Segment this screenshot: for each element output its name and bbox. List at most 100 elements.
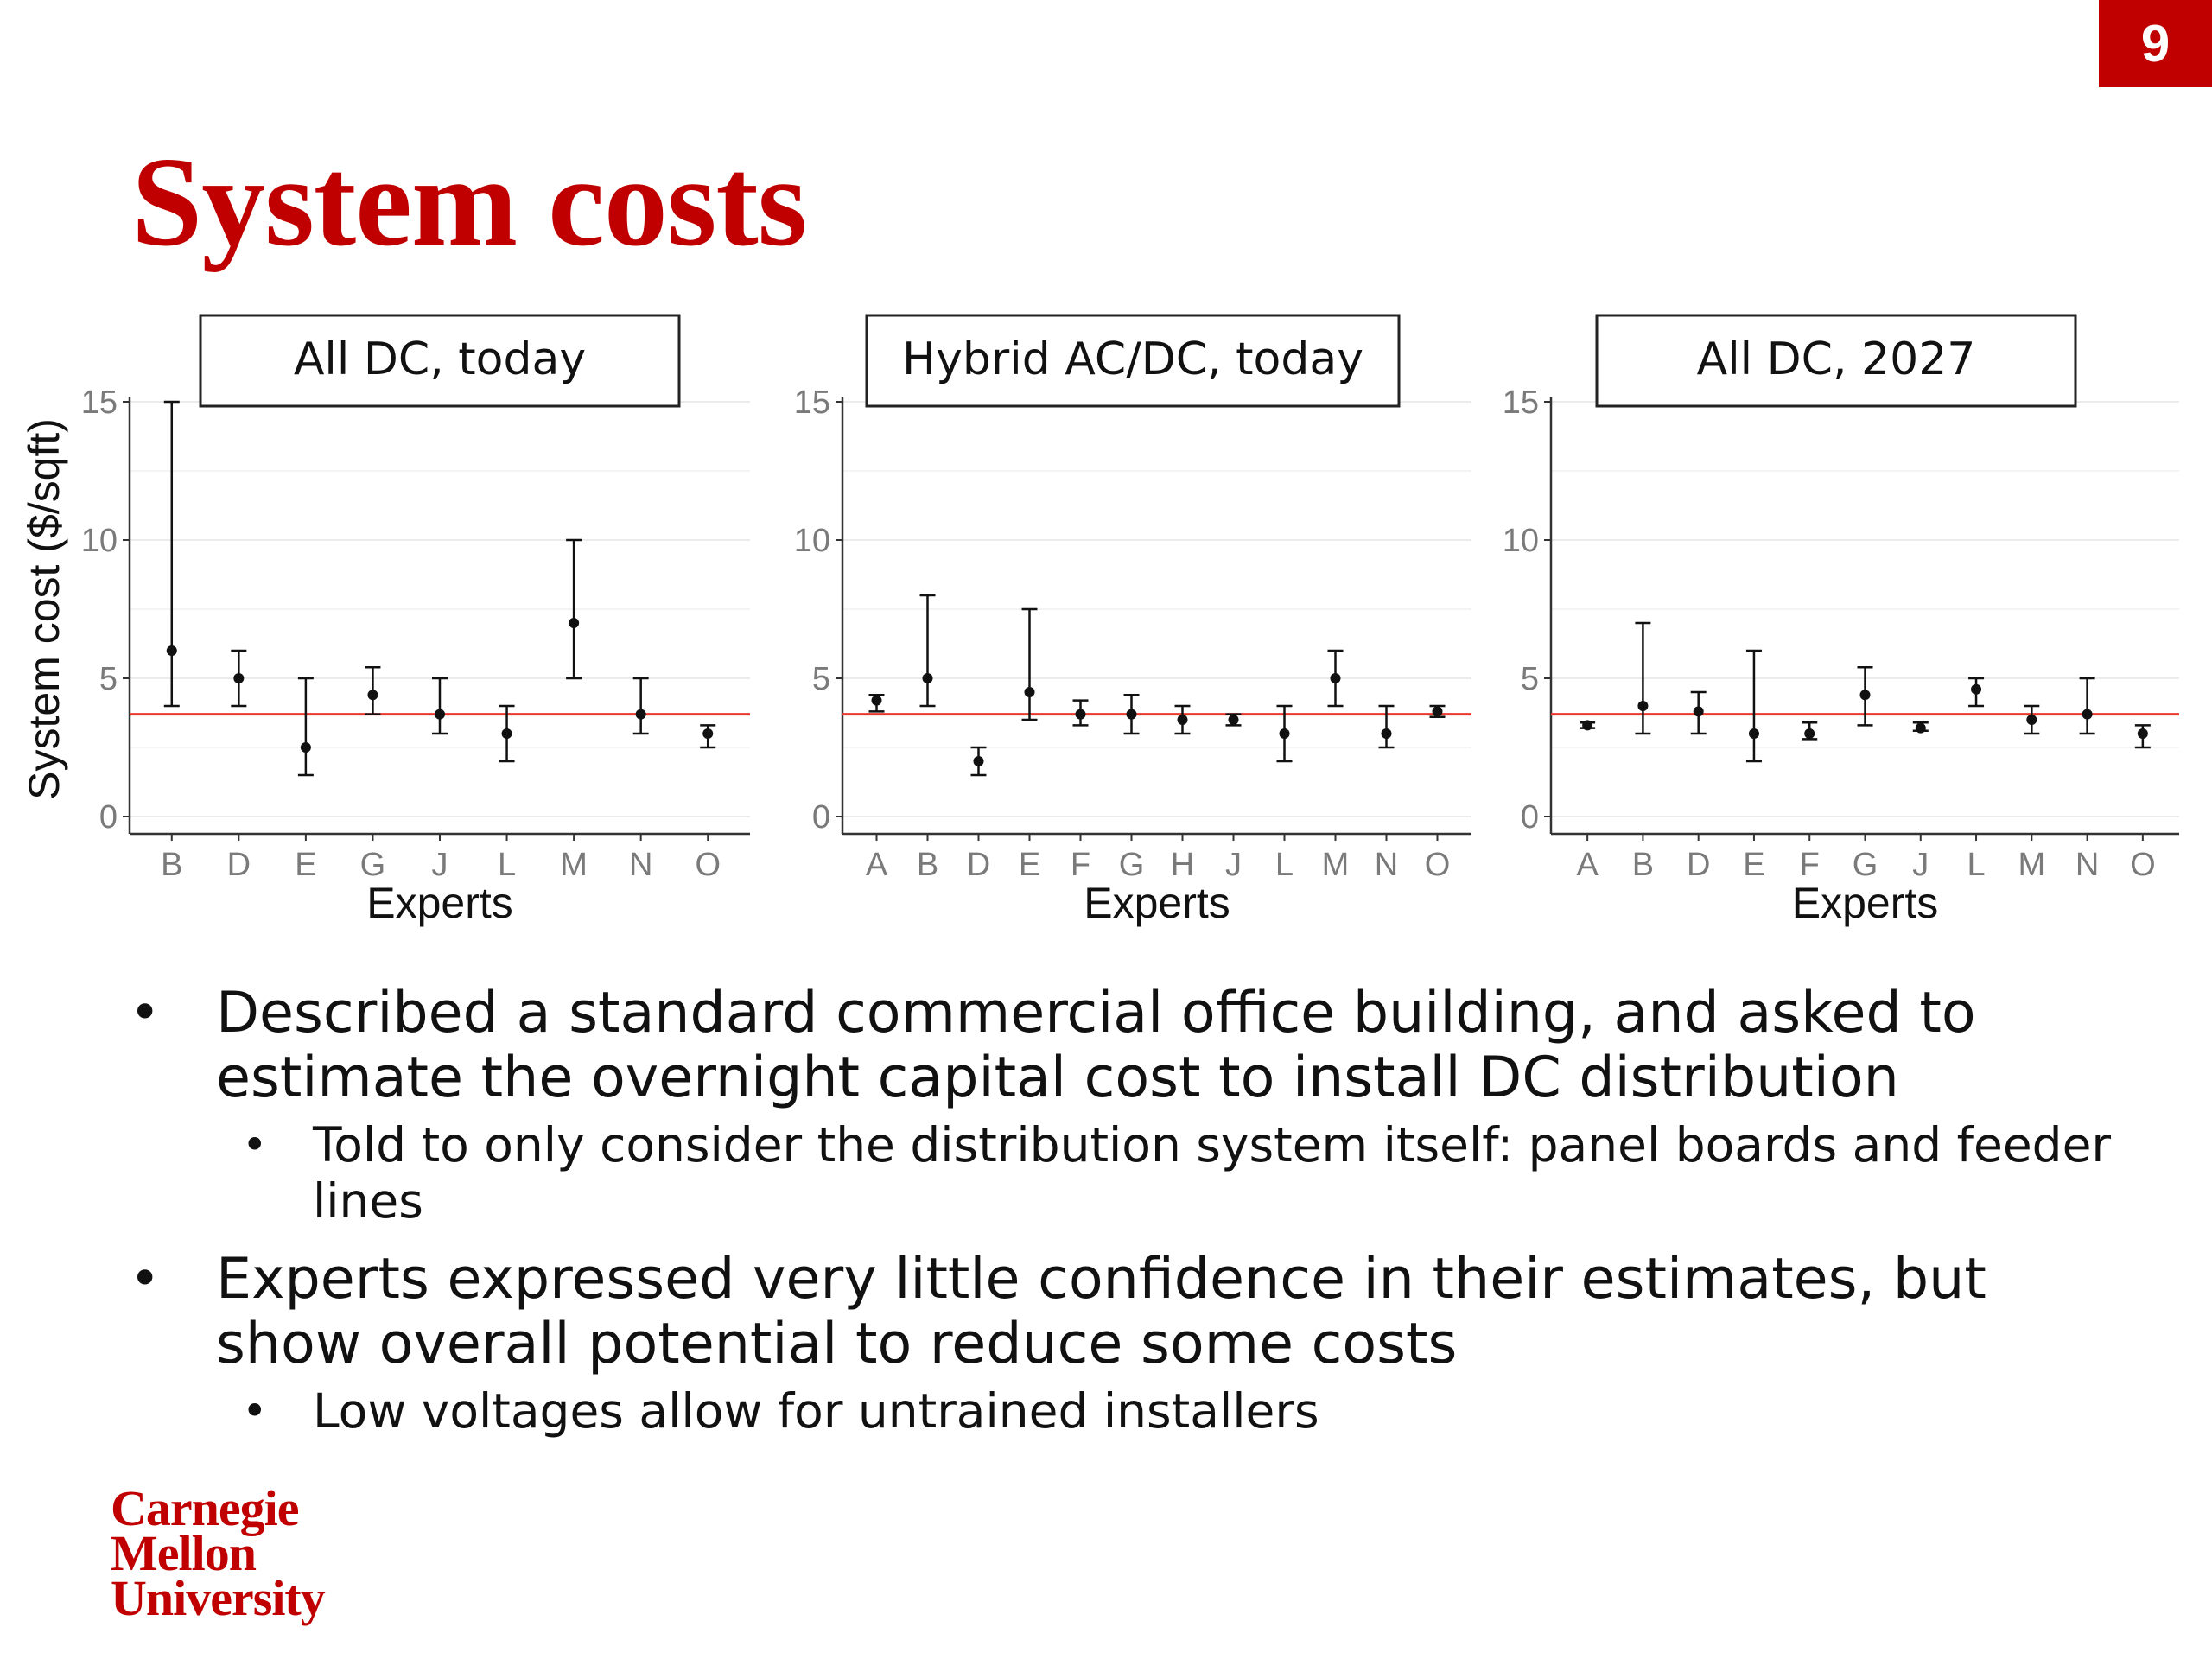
y-tick-label: 10 bbox=[1503, 523, 1539, 559]
y-tick-label: 15 bbox=[1503, 385, 1539, 421]
y-tick-label: 5 bbox=[99, 661, 118, 697]
bullet-item: Described a standard commercial office b… bbox=[130, 981, 2143, 1110]
x-tick-label: B bbox=[1632, 847, 1654, 883]
y-tick-label: 0 bbox=[812, 799, 830, 836]
y-tick-label: 10 bbox=[794, 523, 830, 559]
y-tick-label: 10 bbox=[81, 523, 118, 559]
x-tick-label: G bbox=[360, 847, 386, 883]
x-tick-label: M bbox=[1322, 847, 1350, 883]
x-tick-label: N bbox=[2075, 847, 2099, 883]
cmu-logo: Carnegie Mellon University bbox=[111, 1480, 326, 1626]
x-axis-label: Experts bbox=[366, 879, 513, 927]
x-tick-label: D bbox=[967, 847, 990, 883]
x-tick-label: N bbox=[1375, 847, 1398, 883]
y-axis-label: System cost ($/sqft) bbox=[20, 418, 68, 800]
x-axis-label: Experts bbox=[1792, 879, 1939, 927]
x-tick-label: O bbox=[1425, 847, 1451, 883]
data-point bbox=[1804, 728, 1815, 739]
y-tick-label: 15 bbox=[794, 385, 830, 421]
page-number: 9 bbox=[2140, 15, 2171, 73]
facet-title: All DC, today bbox=[294, 334, 586, 385]
y-tick-label: 0 bbox=[1521, 799, 1539, 836]
error-bar bbox=[163, 400, 180, 708]
data-point bbox=[871, 695, 882, 706]
facet-title-box bbox=[199, 314, 681, 408]
data-point bbox=[2026, 715, 2037, 725]
chart-panel: 0 5 10 15 A B D E F G H J L M N O Hybrid AC/DC, today Exp… bbox=[794, 314, 1471, 927]
data-point bbox=[1330, 673, 1341, 683]
sub-bullet-item: Told to only consider the distribution s… bbox=[130, 1117, 2143, 1230]
x-tick-label: L bbox=[1967, 847, 1985, 883]
x-axis-label: Experts bbox=[1084, 879, 1230, 927]
x-tick-label: B bbox=[917, 847, 938, 883]
error-bar bbox=[1021, 607, 1038, 721]
data-point bbox=[702, 728, 714, 739]
x-tick-label: J bbox=[1225, 847, 1242, 883]
logo-line: Mellon bbox=[111, 1525, 257, 1581]
x-tick-label: D bbox=[1687, 847, 1710, 883]
chart-panel: 0 5 10 15 B D E G J L M N O All DC, today Experts Syste… bbox=[20, 314, 750, 927]
x-tick-label: E bbox=[1019, 847, 1040, 883]
data-point bbox=[1075, 709, 1086, 720]
data-point bbox=[973, 756, 984, 766]
facet-title: Hybrid AC/DC, today bbox=[902, 334, 1363, 385]
data-point bbox=[2137, 728, 2148, 739]
error-bar bbox=[632, 677, 649, 735]
x-tick-label: L bbox=[498, 847, 516, 883]
facet-title-box bbox=[1595, 314, 2077, 408]
data-point bbox=[1637, 701, 1649, 711]
y-tick-label: 5 bbox=[812, 661, 830, 697]
sub-bullet-item: Low voltages allow for untrained install… bbox=[130, 1383, 2143, 1440]
data-point bbox=[1971, 683, 1982, 695]
error-bar bbox=[1378, 704, 1395, 749]
data-point bbox=[435, 709, 445, 720]
x-tick-label: J bbox=[1912, 847, 1929, 883]
data-point bbox=[1693, 706, 1704, 717]
x-tick-label: A bbox=[1576, 847, 1599, 883]
data-point bbox=[635, 709, 646, 720]
data-point bbox=[1432, 706, 1443, 717]
data-point bbox=[1126, 709, 1137, 720]
facet-title-box bbox=[865, 314, 1401, 408]
x-tick-label: E bbox=[1743, 847, 1764, 883]
data-point bbox=[300, 742, 311, 753]
x-tick-label: F bbox=[1071, 847, 1090, 883]
bullet-list: Described a standard commercial office b… bbox=[130, 981, 2143, 1457]
data-point bbox=[1859, 690, 1871, 701]
page-number-badge: 9 bbox=[2099, 0, 2212, 87]
error-bar bbox=[1745, 649, 1762, 763]
error-bar bbox=[566, 538, 582, 680]
error-bar bbox=[919, 594, 936, 708]
data-point bbox=[367, 690, 378, 701]
data-point bbox=[569, 618, 580, 628]
x-tick-label: J bbox=[432, 847, 448, 883]
x-tick-label: D bbox=[227, 847, 251, 883]
chart-panel: 0 5 10 15 A B D E F G J L M N O All DC, 2027 Experts bbox=[1503, 314, 2179, 927]
facet-title: All DC, 2027 bbox=[1697, 334, 1976, 385]
data-point bbox=[1177, 715, 1188, 725]
bullet-item: Experts expressed very little confidence… bbox=[130, 1247, 2143, 1376]
x-tick-label: H bbox=[1171, 847, 1194, 883]
logo-line: University bbox=[111, 1570, 326, 1626]
x-tick-label: O bbox=[695, 847, 721, 883]
x-tick-label: L bbox=[1275, 847, 1294, 883]
data-point bbox=[233, 673, 245, 683]
x-tick-label: E bbox=[295, 847, 316, 883]
slide-title: System costs bbox=[131, 131, 807, 273]
x-tick-label: F bbox=[1800, 847, 1820, 883]
data-point bbox=[166, 645, 177, 656]
y-tick-label: 5 bbox=[1521, 661, 1539, 697]
error-bar bbox=[432, 677, 448, 735]
x-tick-label: A bbox=[866, 847, 888, 883]
x-tick-label: G bbox=[1853, 847, 1878, 883]
x-tick-label: M bbox=[2018, 847, 2045, 883]
x-tick-label: B bbox=[161, 847, 182, 883]
x-tick-label: O bbox=[2130, 847, 2156, 883]
logo-line: Carnegie bbox=[111, 1480, 299, 1536]
data-point bbox=[1024, 687, 1035, 697]
data-point bbox=[1582, 720, 1593, 731]
x-tick-label: G bbox=[1119, 847, 1145, 883]
x-tick-label: M bbox=[560, 847, 588, 883]
data-point bbox=[922, 673, 933, 683]
